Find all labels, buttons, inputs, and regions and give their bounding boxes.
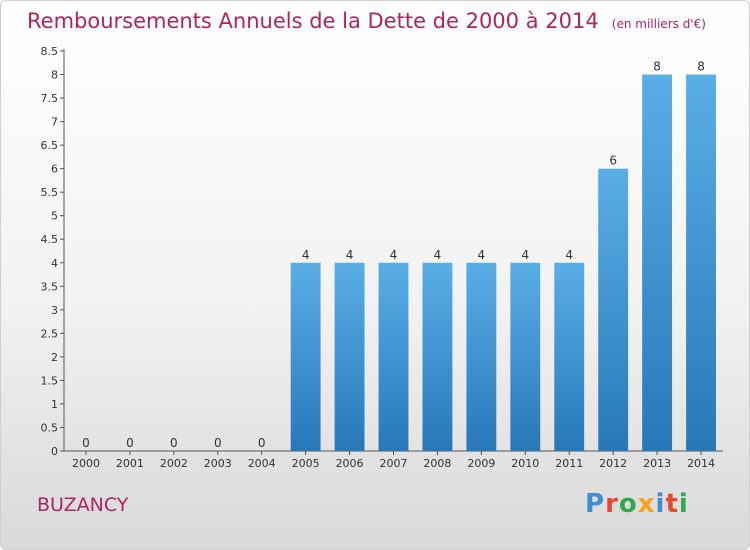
logo-letter: x: [637, 489, 656, 519]
x-tick-label: 2010: [511, 457, 539, 470]
data-label: 0: [126, 436, 134, 450]
chart-title: Remboursements Annuels de la Dette de 20…: [27, 9, 599, 33]
data-label: 8: [653, 60, 661, 74]
y-tick-label: 2: [51, 351, 58, 364]
data-label: 0: [214, 436, 222, 450]
data-label: 0: [258, 436, 266, 450]
bar: [598, 168, 629, 451]
data-label: 4: [390, 248, 398, 262]
bar: [378, 262, 409, 451]
y-tick-label: 2.5: [41, 327, 59, 340]
x-tick-label: 2001: [116, 457, 144, 470]
y-tick-label: 4.5: [41, 233, 59, 246]
data-labels: 0 0 0 0 0 4 4 4 4 4 4 4 6 8 8: [82, 60, 705, 450]
data-label: 0: [82, 436, 90, 450]
data-label: 4: [565, 248, 573, 262]
bar: [334, 262, 365, 451]
bar: [686, 74, 716, 451]
bar: [510, 262, 541, 451]
x-tick-label: 2000: [72, 457, 100, 470]
bars: [290, 74, 716, 451]
y-tick-label: 3.5: [41, 280, 59, 293]
y-tick-label: 7: [51, 116, 58, 129]
x-tick-label: 2004: [248, 457, 276, 470]
y-tick-label: 4: [51, 257, 58, 270]
y-tick-label: 0: [51, 445, 58, 458]
x-tick-label: 2011: [555, 457, 583, 470]
x-tick-label: 2013: [643, 457, 671, 470]
y-tick-label: 7.5: [41, 92, 59, 105]
logo-letter: i: [678, 489, 689, 519]
city-name: BUZANCY: [37, 494, 129, 516]
x-tick-label: 2014: [687, 457, 715, 470]
logo-letter: o: [618, 489, 638, 519]
y-tick-label: 8: [51, 69, 58, 82]
logo-letter: t: [665, 489, 679, 519]
x-tick-label: 2002: [160, 457, 188, 470]
logo-letter: i: [655, 489, 666, 519]
y-tick-label: 5: [51, 210, 58, 223]
data-label: 8: [697, 60, 705, 74]
data-label: 4: [302, 248, 310, 262]
y-tick-label: 6: [51, 163, 58, 176]
data-label: 6: [609, 154, 617, 168]
logo-letter: P: [585, 489, 606, 519]
bar: [642, 74, 673, 451]
bar: [554, 262, 585, 451]
data-label: 4: [478, 248, 486, 262]
logo-letter: r: [605, 489, 619, 519]
x-tick-label: 2009: [467, 457, 495, 470]
x-tick-label: 2003: [204, 457, 232, 470]
title-row: Remboursements Annuels de la Dette de 20…: [27, 9, 706, 33]
proxiti-logo: Proxiti: [585, 489, 689, 519]
bar: [466, 262, 497, 451]
x-tick-label: 2008: [423, 457, 451, 470]
y-axis: 0 0.5 1 1.5 2 2.5 3 3.5 4 4.5 5 5.5 6 6.5 7 7.5 8 8.5: [41, 45, 65, 458]
x-axis: 2000 2001 2002 2003 2004 2005 2006 2007 2008 2009…: [64, 450, 723, 470]
x-tick-label: 2006: [336, 457, 364, 470]
x-tick-label: 2005: [292, 457, 320, 470]
y-tick-label: 1: [51, 398, 58, 411]
bar: [422, 262, 453, 451]
data-label: 0: [170, 436, 178, 450]
y-tick-label: 6.5: [41, 139, 59, 152]
y-tick-label: 0.5: [41, 421, 59, 434]
y-tick-label: 5.5: [41, 186, 59, 199]
data-label: 4: [521, 248, 529, 262]
y-tick-label: 3: [51, 304, 58, 317]
data-label: 4: [434, 248, 442, 262]
bar: [290, 262, 321, 451]
x-tick-label: 2012: [599, 457, 627, 470]
x-tick-label: 2007: [380, 457, 408, 470]
y-tick-label: 1.5: [41, 374, 59, 387]
chart-unit: (en milliers d'€): [611, 17, 706, 31]
data-label: 4: [346, 248, 354, 262]
y-tick-label: 8.5: [41, 45, 59, 58]
